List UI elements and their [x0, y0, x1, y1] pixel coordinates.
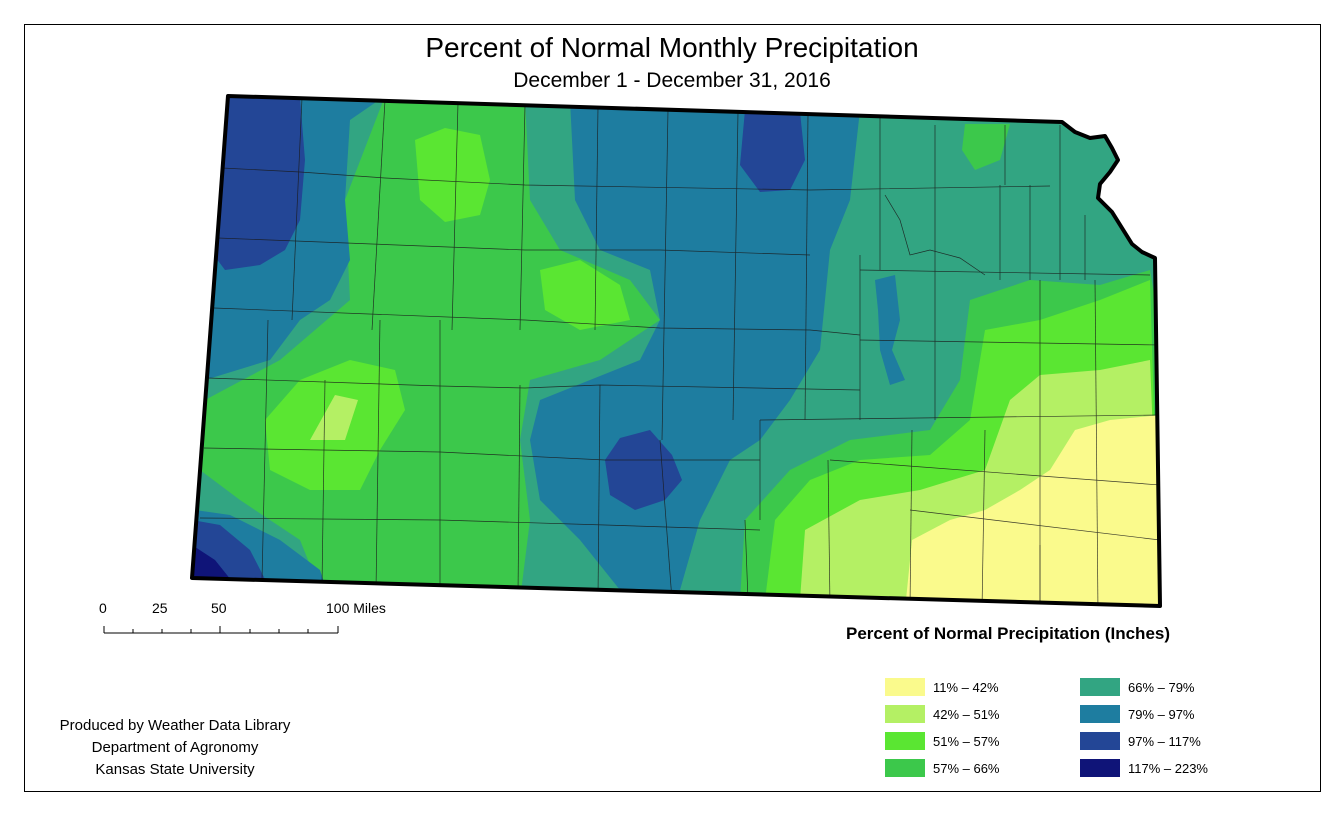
legend-item: 11% – 42% [885, 678, 1085, 698]
legend-label: 57% – 66% [933, 761, 1000, 776]
kansas-state-outline [190, 94, 1162, 608]
legend-swatch [885, 732, 925, 750]
precipitation-zones [192, 96, 1160, 606]
legend-label: 79% – 97% [1128, 707, 1195, 722]
zone-97-117-north [740, 110, 805, 192]
legend-swatch [1080, 732, 1120, 750]
zone-117-223-southwest [192, 545, 235, 585]
legend-item: 117% – 223% [1080, 759, 1280, 779]
legend-swatch [885, 678, 925, 696]
county-boundaries [199, 97, 1160, 606]
scale-label-50: 50 [211, 600, 227, 616]
legend-item: 97% – 117% [1080, 732, 1280, 752]
legend-swatch [885, 705, 925, 723]
credit-line-2: Department of Agronomy [91, 739, 259, 756]
legend-label: 51% – 57% [933, 734, 1000, 749]
zone-51-57-north [415, 128, 490, 222]
zone-57-66-northeast [962, 124, 1010, 170]
legend-item: 79% – 97% [1080, 705, 1280, 725]
credit-line-3: Kansas State University [95, 761, 255, 778]
legend-item: 51% – 57% [885, 732, 1085, 752]
scale-bar [103, 626, 339, 634]
legend-label: 97% – 117% [1128, 734, 1201, 749]
legend-item: 42% – 51% [885, 705, 1085, 725]
map-title: Percent of Normal Monthly Precipitation [425, 32, 919, 63]
map-subtitle: December 1 - December 31, 2016 [513, 69, 831, 92]
scale-label-0: 0 [99, 600, 107, 616]
legend-label: 117% – 223% [1128, 761, 1208, 776]
legend-item: 57% – 66% [885, 759, 1085, 779]
legend-label: 66% – 79% [1128, 680, 1195, 695]
legend-swatch [1080, 678, 1120, 696]
zone-79-97-east-patch [875, 275, 905, 385]
zone-97-117-central [605, 430, 682, 510]
legend-item: 66% – 79% [1080, 678, 1280, 698]
zone-11-42-southeast [905, 415, 1160, 606]
map-frame [24, 24, 1321, 792]
zone-97-117-northwest [210, 96, 305, 270]
scale-label-100-miles: 100 Miles [326, 600, 386, 616]
zone-42-51-southwest [310, 395, 358, 440]
credit-line-1: Produced by Weather Data Library [59, 717, 291, 734]
legend-label: 42% – 51% [933, 707, 1000, 722]
legend-swatch [1080, 705, 1120, 723]
zone-51-57-central [540, 260, 630, 330]
legend-swatch [885, 759, 925, 777]
scale-label-25: 25 [152, 600, 168, 616]
legend-swatch [1080, 759, 1120, 777]
legend-title: Percent of Normal Precipitation (Inches) [846, 624, 1171, 643]
legend-label: 11% – 42% [933, 680, 999, 695]
